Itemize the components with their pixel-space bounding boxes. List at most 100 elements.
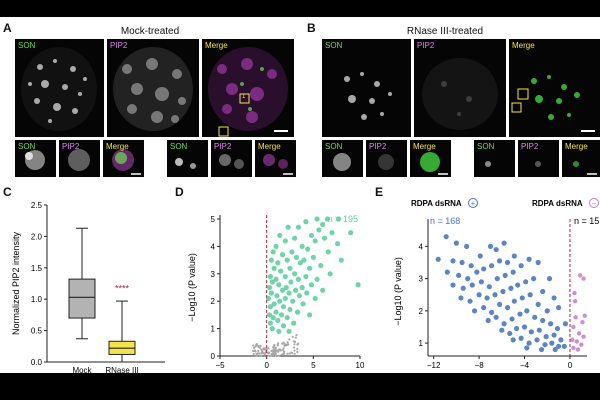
- e-point-blue: [481, 305, 487, 311]
- d-point-sig: [266, 312, 273, 318]
- e-point-blue: [496, 258, 503, 264]
- e-x-label: Log2 fold change WT/WT + RNase III: [430, 372, 586, 373]
- e-point-blue: [489, 263, 495, 269]
- d-point-ns: [275, 349, 278, 352]
- d-point-sig: [299, 243, 305, 249]
- d-point-ns: [259, 344, 262, 347]
- panel-b-son-image: SON: [322, 39, 411, 137]
- e-x-tick-label: 0: [568, 361, 573, 370]
- e-point-blue: [509, 316, 515, 322]
- d-point-sig: [282, 238, 288, 244]
- d-point-sig: [338, 257, 344, 263]
- e-point-blue: [478, 279, 484, 285]
- d-point-sig: [312, 295, 318, 302]
- e-point-blue: [504, 259, 511, 266]
- panel-b-inset1-son-texture: [333, 153, 351, 171]
- e-point-blue: [526, 256, 532, 262]
- e-point-blue: [459, 259, 465, 266]
- e-point-blue: [476, 292, 482, 298]
- panel-b-label: B: [307, 21, 316, 35]
- panel-b-inset2-merge-texture: [573, 161, 597, 175]
- d-point-ns: [293, 343, 296, 346]
- d-point-ns: [288, 338, 291, 341]
- d-point-ns: [296, 343, 299, 346]
- d-point-sig: [287, 265, 293, 271]
- d-point-sig: [292, 235, 298, 241]
- d-point-sig: [283, 284, 289, 291]
- d-y-tick-label: 0: [211, 352, 216, 361]
- d-point-ns: [272, 354, 275, 357]
- e-point-blue: [471, 308, 478, 314]
- panel-b-inset1-merge-label: Merge: [413, 142, 436, 151]
- d-point-sig: [292, 271, 298, 277]
- e-point-blue: [435, 256, 441, 262]
- d-point-ns: [254, 345, 257, 348]
- d-point-sig: [284, 315, 290, 321]
- d-point-sig: [314, 216, 320, 222]
- d-point-sig: [303, 273, 309, 280]
- d-point-ns: [282, 348, 285, 352]
- e-point-blue: [504, 305, 511, 311]
- d-point-sig: [335, 241, 341, 247]
- e-point-blue: [526, 340, 532, 346]
- e-point-blue: [524, 308, 530, 314]
- d-point-sig: [269, 279, 275, 285]
- d-point-sig: [318, 262, 324, 269]
- d-point-ns: [252, 346, 256, 350]
- d-point-ns: [295, 333, 298, 337]
- d-point-sig: [271, 265, 277, 271]
- e-point-blue: [556, 343, 562, 349]
- panel-a-inset1-merge: Merge: [103, 140, 144, 177]
- panel-b-inset1-pip2-texture: [378, 154, 394, 170]
- panel-a-inset2-son-label: SON: [170, 142, 188, 151]
- e-point-blue: [477, 253, 483, 259]
- d-point-sig: [275, 317, 281, 323]
- d-point-sig: [276, 328, 282, 334]
- c-box-0: [68, 278, 96, 319]
- d-point-sig: [270, 249, 276, 255]
- panel-a-inset1-pip2: PIP2: [59, 140, 100, 177]
- d-point-ns: [285, 344, 288, 347]
- panel-b-pip2-image: PIP2: [414, 39, 506, 137]
- panel-b-inset1-son: SON: [322, 140, 363, 177]
- d-point-ns: [262, 348, 265, 351]
- panel-a-inset2-merge-label: Merge: [258, 142, 281, 151]
- d-point-sig: [297, 260, 303, 266]
- d-point-ns: [257, 349, 260, 353]
- e-point-pink: [573, 315, 578, 320]
- d-point-sig: [325, 249, 331, 255]
- e-point-blue: [551, 295, 557, 301]
- e-point-blue: [513, 325, 520, 332]
- e-y-tick-label: 3: [419, 275, 424, 284]
- e-point-pink: [572, 298, 578, 304]
- d-point-sig: [286, 328, 292, 334]
- c-y-tick-label: 0.5: [31, 327, 43, 336]
- d-point-ns: [277, 342, 280, 345]
- d-y-tick-label: 5: [211, 215, 216, 224]
- e-legend-left-sign: +: [471, 199, 476, 208]
- e-point-blue: [496, 301, 503, 307]
- e-point-blue: [551, 332, 557, 338]
- panel-e-label: E: [375, 185, 384, 199]
- e-point-blue: [511, 253, 517, 259]
- e-point-blue: [500, 288, 506, 295]
- d-point-sig: [308, 282, 315, 288]
- e-point-blue: [507, 330, 513, 337]
- d-point-sig: [271, 301, 277, 307]
- d-point-sig: [308, 232, 315, 239]
- d-point-ns: [293, 349, 296, 352]
- panel-b-inset2-pip2-texture: [535, 161, 541, 167]
- d-point-sig: [266, 284, 273, 291]
- e-point-blue: [485, 317, 491, 324]
- e-point-blue: [524, 345, 530, 351]
- d-x-tick-label: 10: [356, 361, 365, 370]
- panel-b-inset1-merge-texture: [420, 152, 448, 175]
- panel-b-inset1-pip2: PIP2: [366, 140, 407, 177]
- d-point-ns: [288, 352, 291, 355]
- d-point-sig: [324, 216, 330, 222]
- figure-panel: A Mock-treated SON PIP2: [0, 17, 600, 373]
- e-point-blue: [528, 329, 534, 335]
